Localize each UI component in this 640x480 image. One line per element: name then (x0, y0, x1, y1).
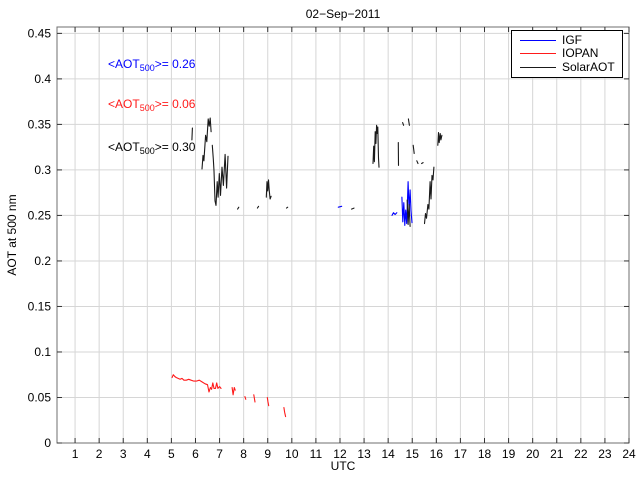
mean-annotation-igf: <AOT500>= 0.26 (108, 57, 195, 75)
series-SolarAOT-segment-0 (191, 127, 193, 141)
annotation-subscript: 500 (139, 146, 155, 156)
x-tick-label-15: 15 (406, 447, 420, 461)
mean-annotation-solaraot: <AOT500>= 0.30 (108, 140, 195, 158)
series-SolarAOT-segment-11 (407, 118, 410, 126)
x-tick-label-20: 20 (526, 447, 540, 461)
x-tick-label-13: 13 (357, 447, 371, 461)
series-IGF-segment-0 (337, 205, 343, 208)
series-SolarAOT-segment-3 (237, 206, 240, 210)
annotation-subscript: 500 (139, 63, 155, 73)
series-SolarAOT-segment-4 (256, 205, 260, 209)
series-SolarAOT-segment-13 (416, 160, 419, 165)
y-tick-label-0.2: 0.2 (34, 254, 51, 268)
series-IOPAN-segment-1 (231, 386, 236, 396)
legend-line-sample-igf (520, 40, 556, 42)
chart-title: 02−Sep−2011 (305, 7, 381, 21)
x-tick-label-7: 7 (216, 447, 223, 461)
y-tick-label-0.15: 0.15 (28, 299, 52, 313)
series-IGF-segment-1 (391, 212, 398, 216)
x-tick-label-11: 11 (310, 447, 323, 461)
y-axis-label: AOT at 500 nm (5, 194, 19, 276)
annotation-prefix: <AOT (108, 57, 140, 71)
plot-border (56, 26, 630, 444)
series-IOPAN-segment-5 (283, 406, 287, 418)
y-tick-label-0.3: 0.3 (34, 163, 51, 177)
y-tick-label-0: 0 (44, 436, 51, 450)
x-tick-label-19: 19 (502, 447, 516, 461)
mean-annotation-iopan: <AOT500>= 0.06 (108, 97, 195, 115)
x-tick-label-16: 16 (430, 447, 444, 461)
x-tick-label-12: 12 (333, 447, 347, 461)
series-SolarAOT-segment-12 (412, 144, 415, 155)
series-IGF-segment-2 (401, 181, 413, 226)
legend-label-solaraot: SolarAOT (562, 59, 615, 74)
x-tick-label-6: 6 (192, 447, 199, 461)
x-tick-label-22: 22 (574, 447, 588, 461)
x-tick-label-3: 3 (120, 447, 127, 461)
x-axis-label: UTC (330, 459, 356, 473)
series-SolarAOT-segment-7 (350, 207, 355, 210)
y-tick-label-0.1: 0.1 (34, 345, 51, 359)
series-IOPAN-segment-0 (171, 374, 222, 393)
x-tick-label-10: 10 (285, 447, 299, 461)
x-tick-label-5: 5 (168, 447, 175, 461)
x-tick-label-8: 8 (240, 447, 247, 461)
annotation-prefix: <AOT (108, 140, 140, 154)
y-tick-label-0.45: 0.45 (28, 26, 52, 40)
annotation-subscript: 500 (139, 103, 155, 113)
legend-label-igf: IGF (562, 33, 582, 48)
y-tick-label-0.25: 0.25 (28, 208, 52, 222)
series-SolarAOT-segment-5 (265, 179, 272, 200)
series-IOPAN-segment-4 (266, 396, 270, 407)
legend: IGF IOPAN SolarAOT (511, 30, 623, 78)
y-tick-label-0.35: 0.35 (28, 117, 52, 131)
legend-line-sample-iopan (520, 53, 556, 55)
legend-entry-igf: IGF (512, 34, 622, 47)
x-tick-label-23: 23 (598, 447, 612, 461)
x-tick-label-18: 18 (478, 447, 492, 461)
series-SolarAOT-segment-16 (423, 166, 435, 225)
series-SolarAOT-segment-14 (421, 162, 424, 165)
x-tick-label-1: 1 (72, 447, 79, 461)
x-tick-label-24: 24 (622, 447, 636, 461)
y-tick-label-0.4: 0.4 (34, 72, 51, 86)
x-tick-label-21: 21 (550, 447, 564, 461)
legend-line-sample-solaraot (520, 66, 556, 68)
series-SolarAOT-segment-8 (372, 124, 380, 168)
legend-entry-iopan: IOPAN (512, 47, 622, 60)
x-tick-label-9: 9 (264, 447, 271, 461)
annotation-value: >= 0.30 (154, 140, 196, 154)
series-SolarAOT-segment-2 (211, 144, 229, 206)
annotation-prefix: <AOT (108, 97, 140, 111)
x-tick-label-17: 17 (454, 447, 468, 461)
legend-label-iopan: IOPAN (562, 46, 599, 61)
annotation-value: >= 0.26 (154, 57, 196, 71)
x-tick-label-4: 4 (144, 447, 151, 461)
series-SolarAOT-segment-17 (437, 132, 443, 146)
series-IOPAN-segment-2 (244, 396, 247, 400)
series-IOPAN-segment-3 (253, 394, 256, 403)
series-SolarAOT-segment-1 (201, 117, 212, 170)
series-SolarAOT-segment-15 (406, 199, 411, 227)
series-SolarAOT-segment-6 (285, 206, 289, 209)
x-tick-label-2: 2 (96, 447, 103, 461)
annotation-value: >= 0.06 (154, 97, 196, 111)
legend-entry-solaraot: SolarAOT (512, 59, 622, 74)
y-tick-label-0.05: 0.05 (28, 390, 52, 404)
series-SolarAOT-segment-10 (402, 122, 405, 126)
x-tick-label-14: 14 (381, 447, 395, 461)
